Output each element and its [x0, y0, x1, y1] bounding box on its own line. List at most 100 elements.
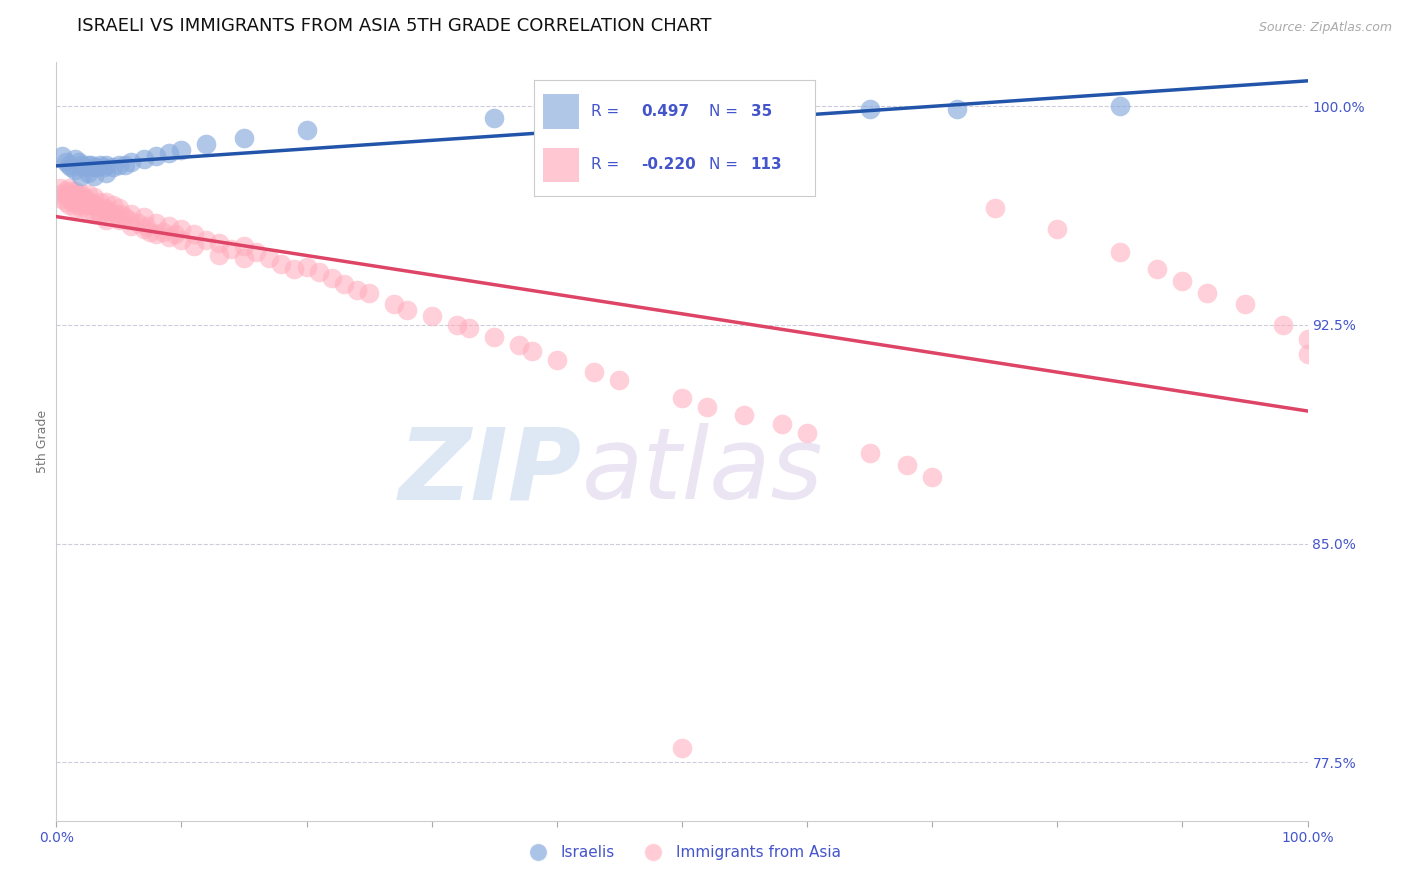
Text: R =: R = — [591, 104, 619, 120]
Point — [484, 111, 506, 125]
Point — [84, 161, 107, 175]
Point — [257, 251, 280, 265]
Point — [139, 225, 162, 239]
Point — [63, 201, 86, 215]
Point — [79, 195, 101, 210]
Point — [70, 186, 93, 201]
Point — [233, 251, 256, 265]
Point — [67, 189, 90, 203]
Point — [208, 236, 231, 251]
Point — [70, 201, 93, 215]
Point — [96, 157, 118, 171]
Point — [1271, 318, 1294, 332]
Point — [1146, 262, 1168, 277]
Point — [89, 157, 111, 171]
Point — [1197, 285, 1219, 300]
Point — [583, 365, 606, 379]
Text: ZIP: ZIP — [399, 424, 582, 520]
Point — [1046, 221, 1069, 235]
Text: -0.220: -0.220 — [641, 157, 696, 172]
Point — [70, 193, 93, 207]
Point — [89, 207, 111, 221]
Point — [80, 157, 103, 171]
Text: R =: R = — [591, 157, 619, 172]
Point — [145, 216, 167, 230]
Point — [295, 260, 318, 274]
Point — [1109, 244, 1132, 259]
Point — [858, 102, 880, 116]
Point — [49, 181, 72, 195]
Point — [76, 204, 98, 219]
Point — [120, 154, 142, 169]
Point — [183, 239, 205, 253]
Point — [145, 227, 167, 242]
Point — [105, 207, 128, 221]
Point — [58, 198, 80, 212]
Point — [110, 207, 132, 221]
Point — [96, 195, 118, 210]
Point — [321, 271, 343, 285]
Point — [83, 169, 105, 183]
Point — [60, 184, 83, 198]
Point — [221, 242, 243, 256]
Point — [170, 221, 193, 235]
Bar — [543, 147, 579, 182]
Point — [86, 204, 108, 219]
Point — [359, 285, 381, 300]
Point — [83, 161, 105, 175]
Point — [145, 149, 167, 163]
Point — [66, 186, 89, 201]
Point — [76, 186, 98, 201]
Point — [458, 320, 481, 334]
Point — [157, 230, 180, 244]
Point — [921, 469, 943, 483]
Point — [132, 152, 155, 166]
Point — [96, 213, 118, 227]
Y-axis label: 5th Grade: 5th Grade — [37, 410, 49, 473]
Point — [858, 446, 880, 460]
Text: 35: 35 — [751, 104, 772, 120]
Point — [170, 233, 193, 247]
Point — [796, 425, 818, 440]
Point — [157, 145, 180, 160]
Text: atlas: atlas — [582, 424, 824, 520]
Point — [101, 210, 124, 224]
Point — [127, 216, 149, 230]
Point — [132, 210, 155, 224]
Point — [73, 193, 96, 207]
Point — [51, 186, 73, 201]
Point — [76, 166, 98, 180]
Point — [671, 740, 693, 755]
Point — [118, 213, 141, 227]
Point — [62, 195, 84, 210]
Text: 113: 113 — [751, 157, 782, 172]
Point — [135, 219, 157, 233]
Point — [101, 198, 124, 212]
Point — [152, 225, 174, 239]
Point — [195, 233, 218, 247]
Point — [55, 186, 77, 201]
Point — [62, 186, 84, 201]
Point — [55, 195, 77, 210]
Point — [67, 198, 90, 212]
Point — [101, 161, 124, 175]
Point — [183, 227, 205, 242]
Point — [233, 131, 256, 145]
Text: Source: ZipAtlas.com: Source: ZipAtlas.com — [1258, 21, 1392, 34]
Point — [89, 195, 111, 210]
Point — [333, 277, 356, 291]
Point — [73, 198, 96, 212]
Point — [170, 143, 193, 157]
Point — [609, 373, 631, 387]
Point — [208, 248, 231, 262]
Point — [53, 184, 76, 198]
Point — [382, 297, 405, 311]
Point — [346, 283, 368, 297]
Point — [58, 157, 80, 171]
Point — [1234, 297, 1257, 311]
Point — [73, 161, 96, 175]
Point — [896, 458, 918, 472]
Point — [233, 239, 256, 253]
Point — [84, 198, 107, 212]
Point — [76, 195, 98, 210]
